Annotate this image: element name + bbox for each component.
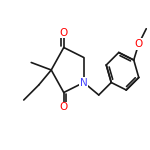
Text: O: O [60, 27, 68, 38]
Text: N: N [80, 78, 88, 87]
Text: O: O [60, 102, 68, 112]
Text: O: O [135, 39, 143, 49]
